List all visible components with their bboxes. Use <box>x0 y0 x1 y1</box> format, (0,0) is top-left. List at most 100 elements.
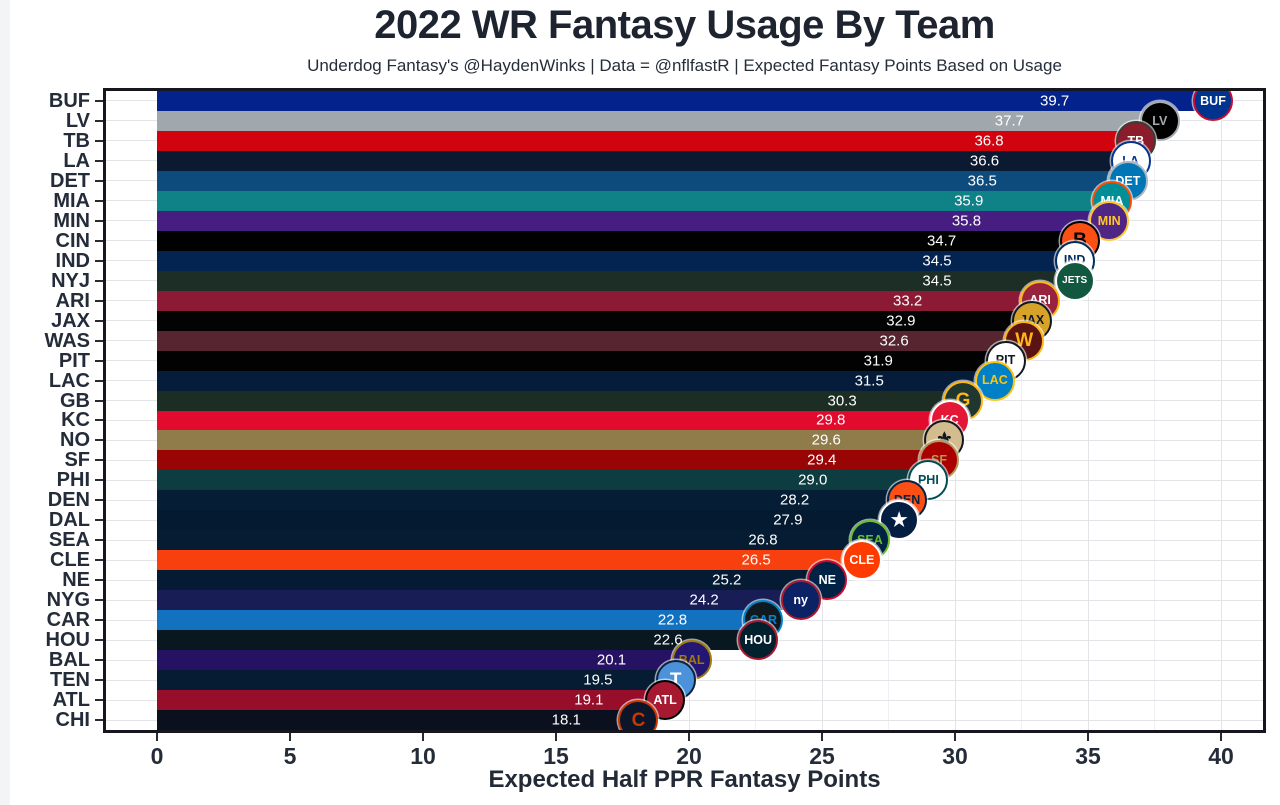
y-axis-label-NYJ: NYJ <box>51 269 90 292</box>
bar-NO <box>157 430 945 451</box>
x-tick-30 <box>954 733 956 741</box>
y-tick-IND <box>95 259 103 262</box>
bar-value-label-MIN: 35.8 <box>951 212 982 230</box>
bar-ARI <box>157 290 1041 311</box>
x-tick-10 <box>422 733 424 741</box>
y-axis-label-BAL: BAL <box>48 649 90 672</box>
y-tick-NYG <box>95 599 103 602</box>
y-tick-KC <box>95 419 103 422</box>
bar-DEN <box>157 490 908 511</box>
y-axis-label-ARI: ARI <box>55 289 90 312</box>
bar-value-label-DEN: 28.2 <box>779 491 810 509</box>
bar-value-label-NE: 25.2 <box>712 571 742 589</box>
x-tick-label-25: 25 <box>809 743 835 769</box>
y-axis-label-ATL: ATL <box>52 689 90 712</box>
y-tick-PHI <box>95 479 103 482</box>
y-tick-LAC <box>95 379 103 382</box>
x-axis-title: Expected Half PPR Fantasy Points <box>488 766 881 793</box>
x-tick-25 <box>821 733 823 741</box>
bar-value-label-HOU: 22.6 <box>653 631 683 649</box>
bar-MIN <box>157 210 1110 231</box>
bar-value-label-DAL: 27.9 <box>773 511 803 529</box>
gridline-v-35 <box>1087 91 1089 730</box>
bar-value-label-WAS: 32.6 <box>879 332 909 350</box>
y-axis-label-CLE: CLE <box>50 549 90 572</box>
y-tick-BUF <box>95 99 103 102</box>
bar-JAX <box>157 310 1033 331</box>
bar-value-label-PIT: 31.9 <box>863 352 893 370</box>
bar-SEA <box>157 530 870 551</box>
sf-team-logo: SF <box>919 440 960 481</box>
y-tick-WAS <box>95 339 103 342</box>
plot-panel: 39.7BUF37.7LV36.8TB36.6LA36.5DET35.9MIA3… <box>106 91 1263 730</box>
y-tick-DAL <box>95 519 103 522</box>
bar-CAR <box>157 610 764 631</box>
y-axis-label-LA: LA <box>63 149 90 172</box>
x-tick-label-5: 5 <box>283 743 297 769</box>
y-tick-HOU <box>95 639 103 642</box>
bar-ATL <box>157 690 666 711</box>
bar-value-label-ARI: 33.2 <box>893 292 923 310</box>
y-tick-DET <box>95 179 103 182</box>
bar-HOU <box>157 630 759 651</box>
y-axis-label-TEN: TEN <box>50 669 90 692</box>
bar-TB <box>157 130 1136 151</box>
y-axis-label-BUF: BUF <box>48 89 90 112</box>
bar-value-label-LA: 36.6 <box>969 152 1000 170</box>
left-edge-strip <box>0 0 10 805</box>
x-tick-15 <box>555 733 557 741</box>
gridline-h-CHI <box>106 719 1263 721</box>
y-axis-label-SEA: SEA <box>48 529 90 552</box>
y-axis-label-IND: IND <box>55 249 90 272</box>
y-axis-label-LV: LV <box>65 109 90 132</box>
bar-value-label-CIN: 34.7 <box>926 232 957 250</box>
y-axis-label-PHI: PHI <box>56 469 90 492</box>
y-tick-NE <box>95 579 103 582</box>
gridline-v-minor-37.5 <box>1154 91 1155 730</box>
bar-value-label-TEN: 19.5 <box>583 671 613 689</box>
y-tick-CAR <box>95 619 103 622</box>
y-tick-JAX <box>95 319 103 322</box>
y-axis-label-NE: NE <box>62 569 90 592</box>
x-tick-20 <box>688 733 690 741</box>
y-tick-CHI <box>95 719 103 722</box>
bar-value-label-IND: 34.5 <box>922 252 952 270</box>
y-axis-label-JAX: JAX <box>51 309 90 332</box>
bar-MIA <box>157 190 1112 211</box>
bar-DET <box>157 170 1128 191</box>
y-tick-PIT <box>95 359 103 362</box>
bar-value-label-CLE: 26.5 <box>741 551 771 569</box>
bar-IND <box>157 250 1075 271</box>
y-axis-label-GB: GB <box>60 389 90 412</box>
dal-team-logo: ★ <box>879 500 920 541</box>
min-team-logo: MIN <box>1089 200 1130 241</box>
x-tick-label-35: 35 <box>1075 743 1101 769</box>
x-tick-label-15: 15 <box>543 743 569 769</box>
y-axis-label-DEN: DEN <box>47 489 90 512</box>
y-axis-label-PIT: PIT <box>58 349 90 372</box>
y-axis-label-KC: KC <box>61 409 90 432</box>
y-axis-label-CIN: CIN <box>55 229 90 252</box>
bar-value-label-DET: 36.5 <box>967 172 997 190</box>
bar-WAS <box>157 330 1025 351</box>
x-tick-label-30: 30 <box>942 743 968 769</box>
bar-NE <box>157 570 828 591</box>
x-tick-label-40: 40 <box>1208 743 1234 769</box>
bar-value-label-BAL: 20.1 <box>596 651 627 669</box>
y-tick-BAL <box>95 659 103 662</box>
hou-team-logo: HOU <box>738 620 779 661</box>
gridline-v-minor-32.5 <box>1021 91 1022 730</box>
y-axis-label-HOU: HOU <box>45 629 90 652</box>
y-axis-label-CHI: CHI <box>55 709 90 732</box>
x-tick-label-0: 0 <box>150 743 164 769</box>
bar-NYJ <box>157 270 1075 291</box>
bar-KC <box>157 410 950 431</box>
bar-value-label-JAX: 32.9 <box>886 312 916 330</box>
bar-TEN <box>157 670 676 691</box>
buf-team-logo: BUF <box>1193 91 1234 121</box>
bar-value-label-MIA: 35.9 <box>954 192 984 210</box>
y-tick-ARI <box>95 299 103 302</box>
bar-value-label-PHI: 29.0 <box>798 471 828 489</box>
bar-value-label-SF: 29.4 <box>807 451 837 469</box>
